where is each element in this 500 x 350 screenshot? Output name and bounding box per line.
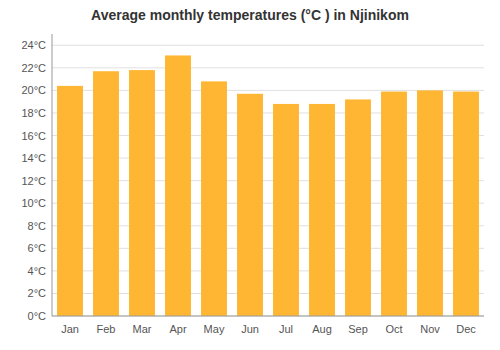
y-tick-label: 12°C	[21, 175, 46, 187]
bar	[309, 104, 335, 316]
x-tick-label: Sep	[348, 323, 368, 335]
grid-line	[52, 45, 484, 46]
bar	[93, 71, 119, 316]
bar	[165, 55, 191, 316]
bars	[57, 55, 479, 316]
y-tick-label: 0°C	[28, 310, 47, 322]
bar	[345, 99, 371, 316]
x-tick-label: Jan	[61, 323, 79, 335]
y-grid	[52, 45, 484, 316]
x-tick-label: Aug	[312, 323, 332, 335]
bar	[381, 92, 407, 316]
grid-line	[52, 67, 484, 68]
bar	[201, 81, 227, 316]
y-tick-label: 2°C	[28, 287, 47, 299]
grid-line	[52, 316, 484, 317]
bar	[57, 86, 83, 316]
y-axis-line	[52, 34, 53, 316]
x-tick-label: Jul	[279, 323, 293, 335]
y-tick-label: 22°C	[21, 62, 46, 74]
x-tick-label: Mar	[133, 323, 152, 335]
x-tick-label: Jun	[241, 323, 259, 335]
y-tick-label: 24°C	[21, 39, 46, 51]
y-tick-label: 16°C	[21, 130, 46, 142]
bar	[417, 90, 443, 316]
x-tick-label: Dec	[456, 323, 476, 335]
chart-container: Average monthly temperatures (°C ) in Nj…	[0, 0, 500, 350]
x-tick-label: May	[204, 323, 225, 335]
y-tick-label: 20°C	[21, 84, 46, 96]
y-tick-label: 10°C	[21, 197, 46, 209]
bar	[273, 104, 299, 316]
y-tick-label: 4°C	[28, 265, 47, 277]
x-axis-line	[52, 316, 484, 317]
y-tick-label: 18°C	[21, 107, 46, 119]
y-tick-label: 8°C	[28, 220, 47, 232]
chart: Average monthly temperatures (°C ) in Nj…	[0, 0, 500, 350]
y-tick-label: 6°C	[28, 242, 47, 254]
y-tick-label: 14°C	[21, 152, 46, 164]
y-tick-labels: 0°C 2°C 4°C 6°C 8°C 10°C 12°C 14°C 16°C 18°C 20°C 2…	[21, 39, 46, 322]
x-tick-label: Apr	[169, 323, 186, 335]
bar	[453, 92, 479, 316]
x-tick-label: Oct	[385, 323, 402, 335]
title: Average monthly temperatures (°C ) in Nj…	[91, 7, 409, 23]
bar	[129, 70, 155, 316]
x-tick-label: Nov	[420, 323, 440, 335]
bar	[237, 94, 263, 316]
x-tick-label: Feb	[97, 323, 116, 335]
x-tick-labels: Jan Feb Mar Apr May Jun Jul Aug Sep Oct Nov Dec	[61, 323, 476, 335]
